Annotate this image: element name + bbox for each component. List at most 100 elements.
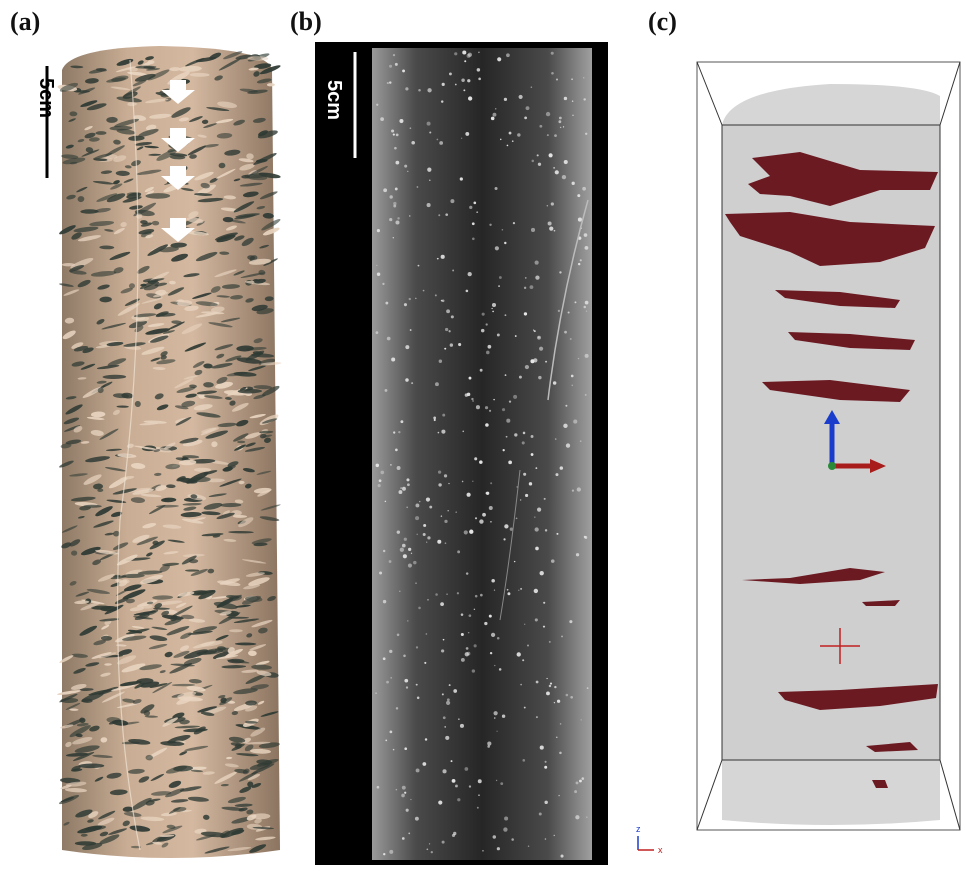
- texture: [493, 399, 494, 400]
- texture: [534, 589, 538, 593]
- texture: [529, 482, 532, 485]
- texture: [490, 482, 492, 484]
- texture: [411, 553, 412, 554]
- texture: [497, 637, 500, 640]
- texture: [586, 311, 587, 312]
- texture: [450, 199, 454, 203]
- texture: [517, 652, 521, 656]
- texture: [415, 817, 419, 821]
- texture: [416, 769, 420, 773]
- texture: [487, 745, 490, 748]
- texture: [448, 510, 449, 511]
- texture: [404, 792, 406, 794]
- texture: [468, 272, 472, 276]
- texture: [536, 716, 538, 718]
- texture: [515, 335, 517, 337]
- texture: [525, 277, 527, 279]
- texture: [558, 795, 559, 796]
- texture: [438, 432, 440, 434]
- texture: [395, 188, 398, 191]
- texture: [395, 220, 399, 224]
- texture: [406, 507, 408, 509]
- texture: [429, 179, 431, 181]
- texture: [496, 731, 497, 732]
- texture: [511, 838, 514, 841]
- texture: [466, 647, 469, 650]
- rock-core-photo: [57, 46, 282, 858]
- texture: [467, 393, 470, 396]
- texture: [556, 533, 558, 535]
- texture: [415, 504, 419, 508]
- texture: [389, 218, 392, 221]
- texture: [517, 133, 520, 136]
- texture: [468, 96, 472, 100]
- texture: [505, 314, 507, 316]
- texture: [467, 79, 470, 82]
- texture: [446, 309, 450, 313]
- edge: [940, 62, 960, 125]
- texture: [400, 487, 402, 489]
- texture: [426, 542, 427, 543]
- texture: [399, 490, 403, 494]
- texture: [553, 167, 555, 169]
- texture: [480, 594, 483, 597]
- texture: [400, 548, 404, 552]
- texture: [571, 385, 573, 387]
- texture: [415, 582, 416, 583]
- texture: [438, 214, 440, 216]
- texture: [539, 125, 542, 128]
- origin: [828, 462, 836, 470]
- texture: [424, 662, 426, 664]
- texture: [494, 665, 495, 666]
- texture: [558, 310, 560, 312]
- texture: [427, 599, 428, 600]
- texture: [413, 561, 416, 564]
- texture: [437, 139, 439, 141]
- texture: [503, 827, 507, 831]
- texture: [502, 229, 504, 231]
- texture: [532, 160, 535, 163]
- texture: [387, 337, 391, 341]
- texture: [554, 230, 556, 232]
- texture: [468, 53, 472, 57]
- texture: [551, 72, 554, 75]
- texture: [497, 57, 501, 61]
- texture: [437, 540, 441, 544]
- texture: [452, 779, 456, 783]
- texture: [566, 443, 570, 447]
- texture: [455, 84, 457, 86]
- texture: [488, 345, 492, 349]
- texture: [560, 127, 561, 128]
- texture: [585, 133, 587, 135]
- texture: [445, 542, 447, 544]
- texture: [418, 607, 421, 610]
- texture: [512, 140, 514, 142]
- texture: [482, 513, 486, 517]
- texture: [426, 497, 430, 501]
- texture: [383, 853, 385, 855]
- triad-label: z: [636, 824, 641, 834]
- texture: [556, 737, 557, 738]
- texture: [385, 501, 387, 503]
- texture: [584, 306, 587, 309]
- texture: [539, 812, 542, 815]
- texture: [551, 52, 554, 55]
- texture: [389, 65, 392, 68]
- texture: [561, 636, 563, 638]
- texture: [473, 202, 476, 205]
- texture: [583, 98, 585, 100]
- texture: [489, 615, 492, 618]
- texture: [452, 834, 455, 837]
- texture: [504, 98, 507, 101]
- texture: [523, 432, 526, 435]
- texture: [578, 218, 582, 222]
- triad-label: x: [658, 845, 663, 855]
- texture: [572, 489, 574, 491]
- texture: [379, 571, 382, 574]
- texture: [385, 389, 388, 392]
- texture: [427, 536, 430, 539]
- texture: [402, 69, 405, 72]
- texture: [383, 188, 387, 192]
- texture: [531, 453, 534, 456]
- texture: [493, 835, 496, 838]
